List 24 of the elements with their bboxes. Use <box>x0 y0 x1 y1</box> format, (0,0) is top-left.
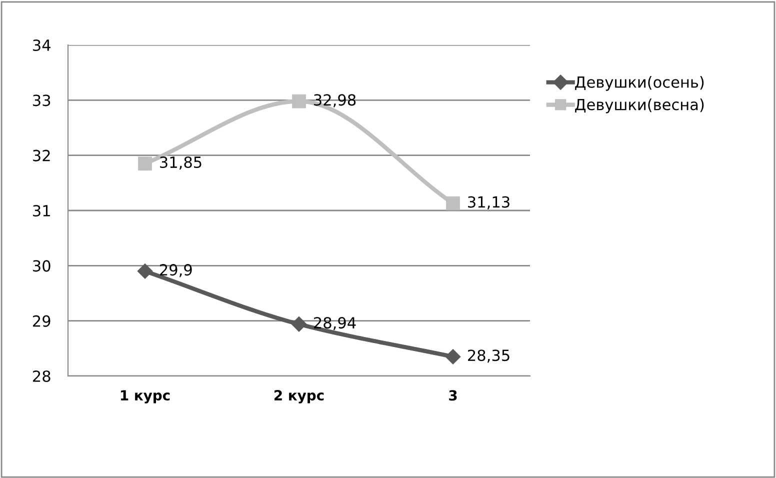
y-tick-label: 28 <box>33 370 50 382</box>
x-tick-label: 2 курс <box>274 390 324 404</box>
point <box>138 156 152 171</box>
point <box>446 196 460 210</box>
point <box>291 316 307 332</box>
data-label: 29,9 <box>160 264 192 278</box>
data-label: 32,98 <box>314 94 356 108</box>
y-tick-label: 29 <box>33 315 50 327</box>
legend-label: Девушки(весна) <box>575 98 704 114</box>
point <box>137 264 153 279</box>
y-tick-label: 31 <box>33 204 50 217</box>
y-tick-label: 34 <box>33 39 50 52</box>
x-tick-label: 1 курс <box>120 390 170 404</box>
point <box>445 349 461 364</box>
x-tick-label: 3 <box>449 390 457 401</box>
y-tick-label: 30 <box>33 260 50 272</box>
y-tick-label: 33 <box>33 94 50 106</box>
data-label: 28,94 <box>314 317 356 330</box>
data-label: 28,35 <box>468 350 510 363</box>
data-label: 31,85 <box>160 156 202 170</box>
point <box>292 94 306 108</box>
legend-label: Девушки(осень) <box>575 76 704 91</box>
y-tick-label: 32 <box>33 150 50 162</box>
data-label: 31,13 <box>468 196 510 210</box>
